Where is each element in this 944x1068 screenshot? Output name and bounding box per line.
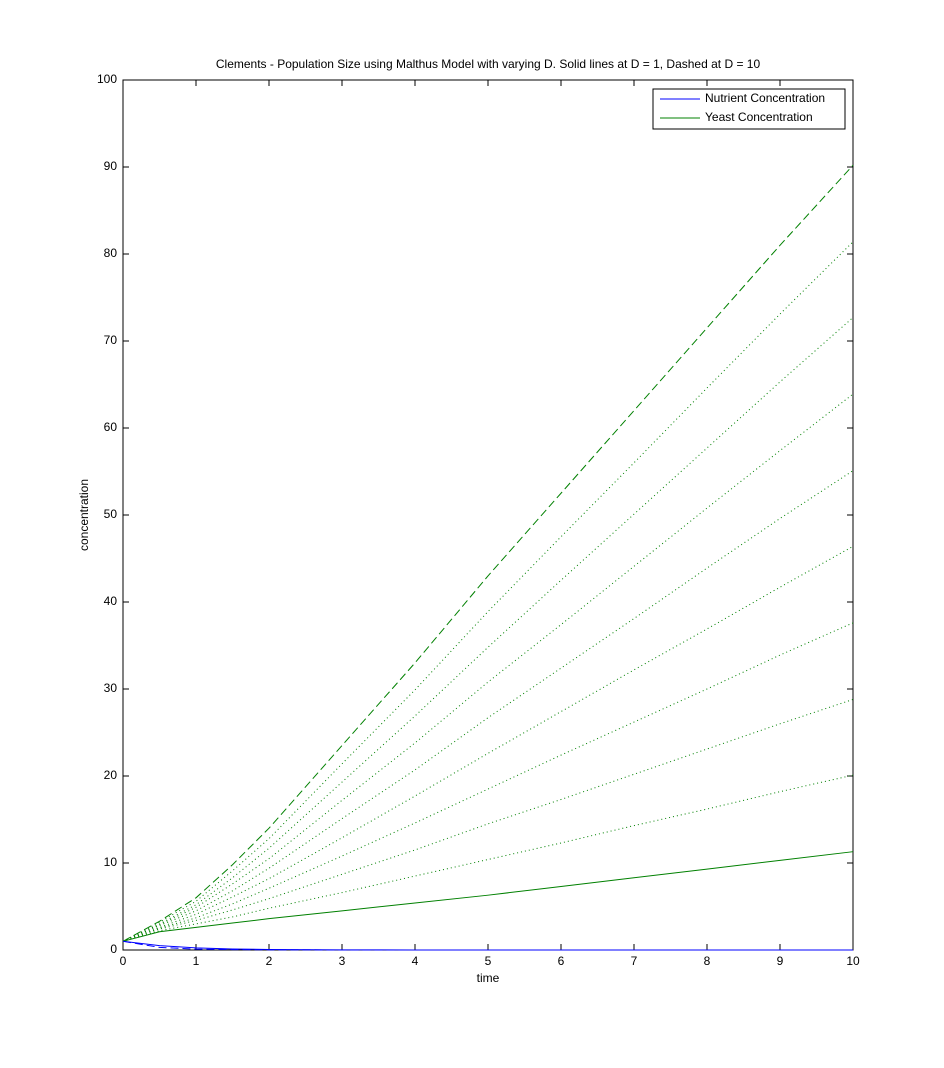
y-tick-label: 80 xyxy=(104,246,118,260)
series-line xyxy=(122,851,854,942)
y-tick-label: 40 xyxy=(104,594,118,608)
plot-frame xyxy=(122,79,854,951)
series-line xyxy=(122,393,854,942)
y-tick-label: 30 xyxy=(104,681,118,695)
x-tick-label: 1 xyxy=(193,954,200,968)
y-tick-label: 0 xyxy=(110,942,117,956)
x-tick-label: 6 xyxy=(558,954,565,968)
y-tick-label: 50 xyxy=(104,507,118,521)
y-tick-label: 10 xyxy=(104,855,118,869)
y-tick-label: 20 xyxy=(104,768,118,782)
x-tick-label: 3 xyxy=(339,954,346,968)
series-line xyxy=(122,940,853,951)
legend-label: Yeast Concentration xyxy=(705,110,813,124)
x-tick-label: 4 xyxy=(412,954,419,968)
y-tick-label: 100 xyxy=(97,72,117,86)
legend-box xyxy=(652,88,846,130)
series-line xyxy=(122,164,854,942)
y-tick-label: 70 xyxy=(104,333,118,347)
y-axis-label: concentration xyxy=(77,479,91,551)
x-tick-label: 10 xyxy=(846,954,860,968)
x-tick-label: 8 xyxy=(704,954,711,968)
x-tick-label: 5 xyxy=(485,954,492,968)
x-tick-label: 0 xyxy=(120,954,127,968)
x-tick-label: 9 xyxy=(777,954,784,968)
x-tick-label: 2 xyxy=(266,954,273,968)
series-line xyxy=(122,698,854,942)
y-tick-label: 60 xyxy=(104,420,118,434)
legend-label: Nutrient Concentration xyxy=(705,91,825,105)
y-tick-label: 90 xyxy=(104,159,118,173)
chart-title: Clements - Population Size using Malthus… xyxy=(216,57,761,71)
series-line xyxy=(122,622,854,942)
x-axis-label: time xyxy=(477,971,500,985)
x-tick-label: 7 xyxy=(631,954,638,968)
